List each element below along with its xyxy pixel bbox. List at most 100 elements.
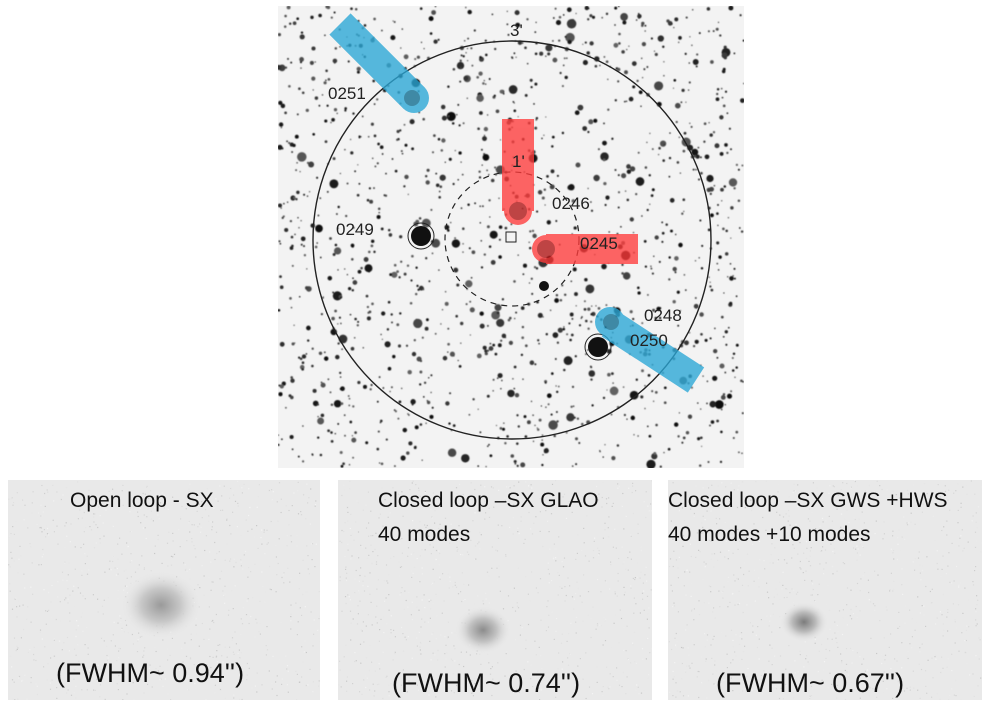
- noise-speck: [974, 493, 976, 495]
- noise-speck: [925, 585, 927, 588]
- noise-speck: [551, 580, 553, 582]
- noise-speck: [670, 584, 672, 586]
- noise-speck: [596, 485, 598, 488]
- noise-speck: [412, 480, 414, 482]
- noise-speck: [761, 693, 764, 695]
- star: [707, 460, 710, 464]
- noise-speck: [565, 594, 567, 597]
- noise-speck: [586, 515, 588, 517]
- noise-speck: [148, 667, 150, 670]
- noise-speck: [171, 637, 173, 639]
- star: [280, 103, 286, 109]
- noise-speck: [773, 532, 775, 534]
- noise-speck: [710, 510, 712, 512]
- noise-speck: [792, 601, 795, 604]
- noise-speck: [388, 594, 390, 596]
- noise-speck: [277, 562, 279, 565]
- noise-speck: [407, 555, 409, 557]
- noise-speck: [596, 681, 598, 683]
- noise-speck: [41, 638, 43, 640]
- star: [534, 31, 537, 33]
- star: [608, 231, 610, 233]
- noise-speck: [359, 643, 362, 645]
- noise-speck: [641, 648, 644, 650]
- star: [373, 187, 375, 190]
- noise-speck: [147, 508, 149, 510]
- star: [629, 217, 634, 222]
- star: [552, 17, 555, 19]
- noise-speck: [516, 602, 518, 604]
- noise-speck: [234, 585, 236, 587]
- noise-speck: [789, 500, 791, 502]
- star: [571, 465, 574, 467]
- noise-speck: [914, 558, 916, 560]
- noise-speck: [906, 522, 908, 524]
- star: [516, 414, 519, 417]
- noise-speck: [237, 505, 239, 507]
- star: [591, 305, 593, 307]
- noise-speck: [467, 674, 469, 676]
- noise-speck: [167, 508, 169, 510]
- noise-speck: [265, 591, 267, 593]
- noise-speck: [55, 666, 57, 668]
- star: [699, 436, 703, 440]
- star: [474, 202, 477, 205]
- noise-speck: [746, 553, 749, 555]
- noise-speck: [508, 486, 510, 488]
- noise-speck: [399, 542, 401, 544]
- star: [710, 60, 714, 64]
- noise-speck: [95, 524, 97, 526]
- star: [299, 34, 305, 40]
- star: [536, 428, 540, 431]
- noise-speck: [478, 541, 480, 543]
- noise-speck: [921, 565, 923, 567]
- noise-speck: [573, 598, 575, 600]
- noise-speck: [179, 546, 181, 548]
- star: [616, 444, 620, 447]
- star: [297, 356, 301, 359]
- noise-speck: [851, 523, 853, 525]
- noise-speck: [93, 516, 95, 518]
- star: [430, 391, 432, 394]
- noise-speck: [819, 498, 821, 500]
- noise-speck: [809, 550, 811, 552]
- star: [373, 17, 376, 21]
- noise-speck: [457, 593, 460, 595]
- noise-speck: [418, 673, 420, 675]
- noise-speck: [514, 639, 517, 641]
- star-label-0246: 0246: [552, 194, 590, 213]
- noise-speck: [936, 617, 938, 619]
- star: [444, 301, 449, 306]
- star: [552, 40, 554, 42]
- noise-speck: [561, 668, 563, 670]
- noise-speck: [782, 571, 784, 573]
- star: [706, 187, 711, 193]
- noise-speck: [786, 596, 788, 598]
- noise-speck: [47, 527, 49, 530]
- noise-speck: [535, 516, 537, 518]
- noise-speck: [722, 695, 724, 697]
- star: [709, 213, 714, 218]
- star: [676, 161, 680, 164]
- noise-speck: [163, 507, 165, 509]
- noise-speck: [812, 482, 814, 484]
- star: [672, 266, 677, 272]
- noise-speck: [680, 646, 683, 649]
- star: [418, 217, 422, 220]
- noise-speck: [800, 484, 802, 486]
- noise-speck: [613, 622, 615, 624]
- noise-speck: [357, 613, 359, 615]
- noise-speck: [525, 648, 527, 650]
- noise-speck: [691, 582, 693, 584]
- noise-speck: [808, 663, 810, 665]
- noise-speck: [86, 626, 88, 629]
- noise-speck: [411, 482, 413, 484]
- noise-speck: [475, 558, 477, 560]
- noise-speck: [979, 639, 981, 641]
- noise-speck: [792, 544, 794, 546]
- noise-speck: [937, 568, 939, 570]
- noise-speck: [917, 596, 919, 598]
- noise-speck: [399, 566, 402, 568]
- noise-speck: [305, 651, 307, 654]
- noise-speck: [691, 609, 693, 611]
